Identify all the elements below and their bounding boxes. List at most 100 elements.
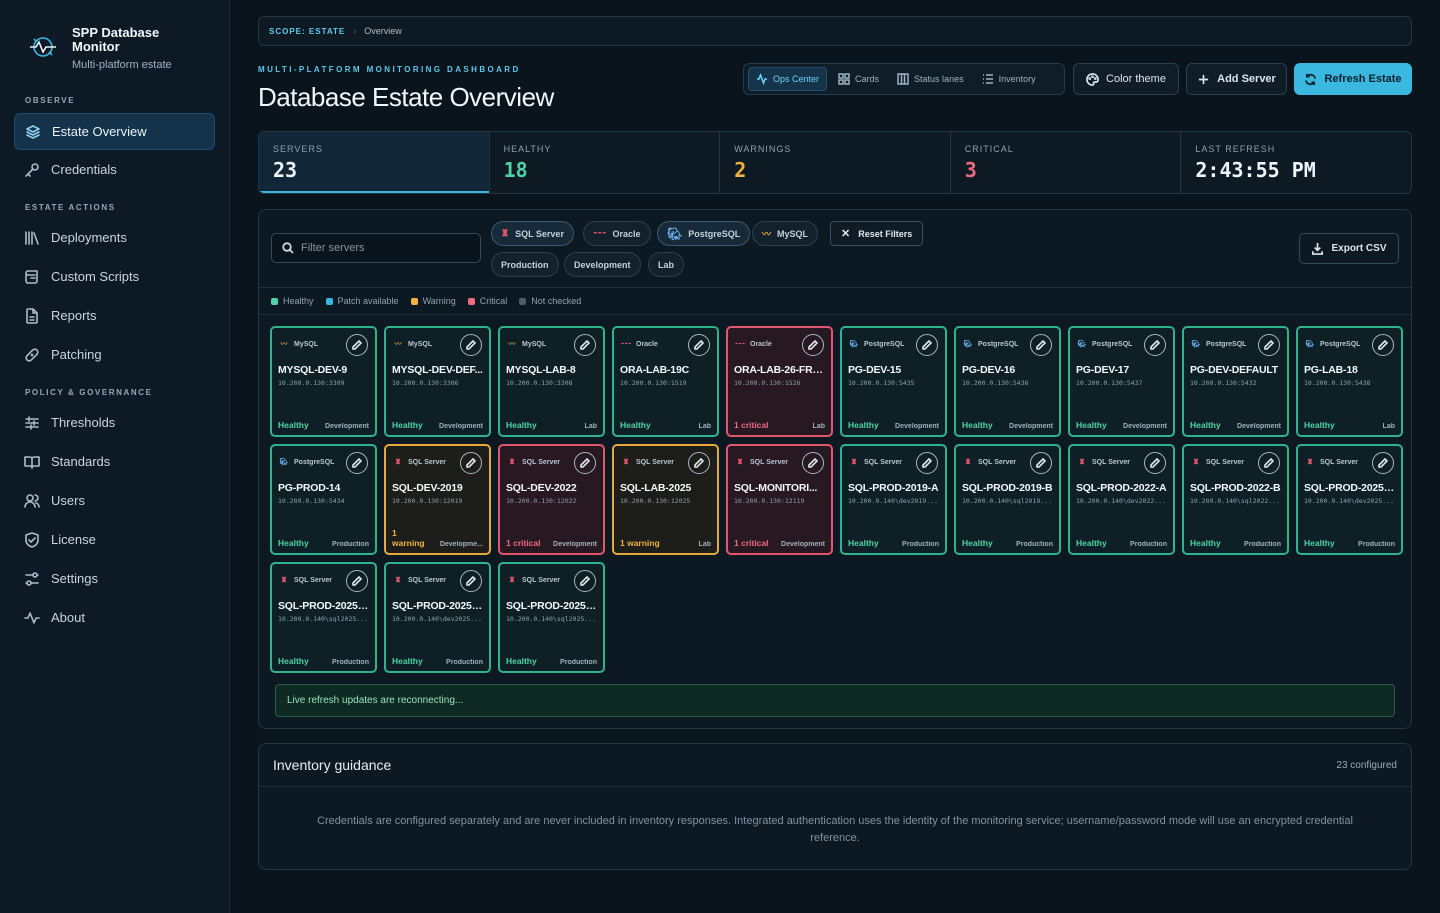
- edit-server-button[interactable]: [688, 334, 710, 356]
- server-card[interactable]: ♜ SQL Server SQL-LAB-2025 10.200.0.130:1202…: [612, 444, 719, 555]
- edit-server-button[interactable]: [460, 334, 482, 356]
- pencil-icon: [922, 458, 932, 468]
- server-card[interactable]: ♜ SQL Server SQL-PROD-2022-B 10.200.0.140\s…: [1182, 444, 1289, 555]
- add-server-button[interactable]: Add Server: [1186, 63, 1287, 95]
- server-card[interactable]: ♜ SQL Server SQL-PROD-2019-A 10.200.0.140\d…: [840, 444, 947, 555]
- breadcrumb-scope[interactable]: SCOPE: ESTATE: [269, 26, 346, 36]
- nav-label: Users: [51, 493, 85, 508]
- chip-label: SQL Server: [515, 228, 564, 239]
- filter-chip-production[interactable]: Production: [491, 252, 559, 277]
- server-environment: Production: [332, 541, 369, 548]
- edit-server-button[interactable]: [1030, 452, 1052, 474]
- server-card[interactable]: 🐘︎ PostgreSQL PG-DEV-16 10.200.0.130:5436 He…: [954, 326, 1061, 437]
- search-box[interactable]: [271, 233, 481, 263]
- server-environment: Lab: [698, 541, 711, 548]
- engine-label: MySQL: [522, 340, 547, 348]
- server-card[interactable]: ♜ SQL Server SQL-MONITORI... 10.200.0.130:1…: [726, 444, 833, 555]
- edit-server-button[interactable]: [688, 452, 710, 474]
- filter-chip-development[interactable]: Development: [564, 252, 641, 277]
- server-card[interactable]: 🐘︎ PostgreSQL PG-LAB-18 10.200.0.130:5438 He…: [1296, 326, 1403, 437]
- nav-item-users[interactable]: Users: [14, 482, 215, 519]
- filter-chip-sqlserver[interactable]: ♜ SQL Server: [491, 221, 574, 246]
- server-card[interactable]: ♜ SQL Server SQL-PROD-2025-... 10.200.0.140…: [498, 562, 605, 673]
- server-card[interactable]: ♜ SQL Server SQL-DEV-2022 10.200.0.130:1202…: [498, 444, 605, 555]
- pencil-icon: [1264, 340, 1274, 350]
- pencil-icon: [352, 458, 362, 468]
- stat-healthy[interactable]: HEALTHY 18: [490, 132, 721, 193]
- nav-item-license[interactable]: License: [14, 521, 215, 558]
- nav-item-standards[interactable]: Standards: [14, 443, 215, 480]
- engine-label: MySQL: [408, 340, 433, 348]
- chip-label: Lab: [658, 259, 675, 270]
- server-address: 10.200.0.130:12022: [506, 497, 577, 505]
- server-card[interactable]: 🐘︎ PostgreSQL PG-PROD-14 10.200.0.130:5434 H…: [270, 444, 377, 555]
- stat-warnings[interactable]: WARNINGS 2: [720, 132, 951, 193]
- edit-server-button[interactable]: [460, 570, 482, 592]
- stat-label: CRITICAL: [964, 144, 1014, 154]
- edit-server-button[interactable]: [1258, 334, 1280, 356]
- nav-item-about[interactable]: About: [14, 599, 215, 636]
- stat-critical[interactable]: CRITICAL 3: [951, 132, 1182, 193]
- nav-item-settings[interactable]: Settings: [14, 560, 215, 597]
- server-card[interactable]: ♜ SQL Server SQL-PROD-2022-A 10.200.0.140\d…: [1068, 444, 1175, 555]
- server-card[interactable]: 〰 MySQL MYSQL-LAB-8 10.200.0.130:3308 Health…: [498, 326, 605, 437]
- edit-server-button[interactable]: [1258, 452, 1280, 474]
- edit-server-button[interactable]: [346, 570, 368, 592]
- server-card[interactable]: ♜ SQL Server SQL-PROD-2025-... 10.200.0.140…: [384, 562, 491, 673]
- server-status: 1 critical: [734, 420, 769, 430]
- view-switcher: Ops Center Cards Status lanes Inventory: [743, 63, 1065, 95]
- server-environment: Lab: [1382, 423, 1395, 430]
- server-card[interactable]: ♜ SQL Server SQL-PROD-2019-B 10.200.0.140\s…: [954, 444, 1061, 555]
- edit-server-button[interactable]: [916, 334, 938, 356]
- edit-server-button[interactable]: [1372, 334, 1394, 356]
- server-card[interactable]: 〰 MySQL MYSQL-DEV-9 10.200.0.130:3309 Health…: [270, 326, 377, 437]
- edit-server-button[interactable]: [574, 452, 596, 474]
- edit-server-button[interactable]: [1144, 452, 1166, 474]
- view-status-lanes[interactable]: Status lanes: [890, 67, 971, 91]
- edit-server-button[interactable]: [802, 452, 824, 474]
- view-ops-center[interactable]: Ops Center: [748, 67, 828, 91]
- edit-server-button[interactable]: [460, 452, 482, 474]
- server-card[interactable]: ♜ SQL Server SQL-PROD-2025-... 10.200.0.140…: [270, 562, 377, 673]
- server-card[interactable]: 🐘︎ PostgreSQL PG-DEV-17 10.200.0.130:5437 He…: [1068, 326, 1175, 437]
- edit-server-button[interactable]: [1030, 334, 1052, 356]
- server-card[interactable]: ♜ SQL Server SQL-PROD-2025-... 10.200.0.140…: [1296, 444, 1403, 555]
- filter-chip-lab[interactable]: Lab: [648, 252, 685, 277]
- edit-server-button[interactable]: [1372, 452, 1394, 474]
- edit-server-button[interactable]: [346, 334, 368, 356]
- edit-server-button[interactable]: [916, 452, 938, 474]
- stat-servers[interactable]: SERVERS 23: [259, 132, 490, 193]
- edit-server-button[interactable]: [574, 570, 596, 592]
- edit-server-button[interactable]: [802, 334, 824, 356]
- nav-item-custom-scripts[interactable]: Custom Scripts: [14, 258, 215, 295]
- nav-item-thresholds[interactable]: Thresholds: [14, 404, 215, 441]
- nav-item-reports[interactable]: Reports: [14, 297, 215, 334]
- color-theme-button[interactable]: Color theme: [1073, 63, 1179, 95]
- nav-item-deployments[interactable]: Deployments: [14, 219, 215, 256]
- nav-item-credentials[interactable]: Credentials: [14, 151, 215, 188]
- server-card[interactable]: 🐘︎ PostgreSQL PG-DEV-15 10.200.0.130:5435 He…: [840, 326, 947, 437]
- filter-chip-mysql[interactable]: 〰 MySQL: [752, 221, 819, 246]
- nav-item-patching[interactable]: Patching: [14, 336, 215, 373]
- edit-server-button[interactable]: [1144, 334, 1166, 356]
- card-engine: 🐘︎ PostgreSQL: [1190, 333, 1281, 355]
- server-card[interactable]: 🐘︎ PostgreSQL PG-DEV-DEFAULT 10.200.0.130:5…: [1182, 326, 1289, 437]
- view-cards[interactable]: Cards: [831, 67, 886, 91]
- view-inventory[interactable]: Inventory: [975, 67, 1043, 91]
- edit-server-button[interactable]: [574, 334, 596, 356]
- server-address: 10.200.0.140\sql2022...: [1190, 497, 1281, 505]
- server-card[interactable]: ⁃⁃⁃ Oracle ORA-LAB-19C 10.200.0.130:1519 Hea…: [612, 326, 719, 437]
- edit-server-button[interactable]: [346, 452, 368, 474]
- export-csv-button[interactable]: Export CSV: [1299, 233, 1399, 264]
- server-address: 10.200.0.130:12019: [392, 497, 463, 505]
- filter-chip-oracle[interactable]: ⁃⁃⁃ Oracle: [583, 221, 651, 246]
- filter-chip-postgresql[interactable]: 🐘︎ PostgreSQL: [657, 221, 751, 246]
- server-card[interactable]: 〰 MySQL MYSQL-DEV-DEF... 10.200.0.130:3306 H…: [384, 326, 491, 437]
- server-card[interactable]: ♜ SQL Server SQL-DEV-2019 10.200.0.130:1201…: [384, 444, 491, 555]
- pencil-icon: [1378, 458, 1388, 468]
- reset-filters-button[interactable]: ✕ Reset Filters: [830, 221, 924, 246]
- search-input[interactable]: [301, 242, 471, 254]
- refresh-estate-button[interactable]: Refresh Estate: [1294, 63, 1412, 95]
- server-card[interactable]: ⁃⁃⁃ Oracle ORA-LAB-26-FREE 10.200.0.130:152…: [726, 326, 833, 437]
- nav-item-estate-overview[interactable]: Estate Overview: [14, 113, 215, 150]
